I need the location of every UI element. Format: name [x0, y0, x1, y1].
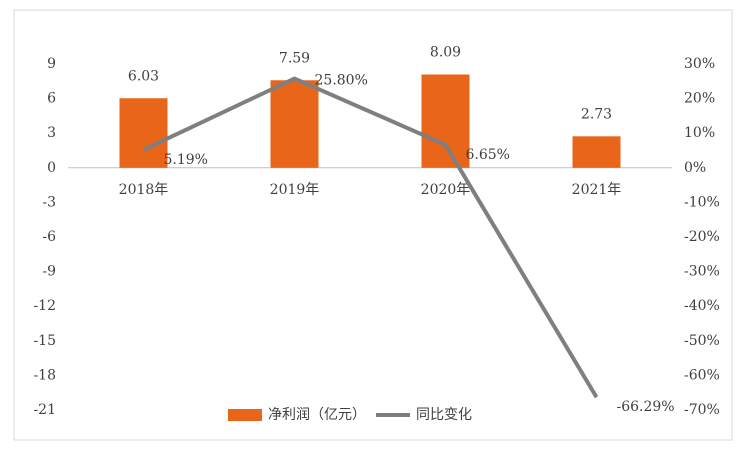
line-value-label: 6.65% — [466, 147, 510, 163]
x-tick-label: 2019年 — [270, 182, 320, 198]
y2-tick-label: 0% — [684, 160, 706, 176]
y2-tick-label: -10% — [684, 194, 720, 210]
bar — [421, 74, 470, 168]
legend-label: 同比变化 — [416, 407, 472, 423]
bar — [270, 80, 319, 168]
y-tick-label: 3 — [47, 125, 56, 141]
y-tick-label: -12 — [33, 298, 56, 314]
y2-tick-label: 10% — [684, 125, 715, 141]
y-tick-label: 0 — [47, 160, 56, 176]
bar-value-label: 7.59 — [279, 50, 310, 66]
y-tick-label: -9 — [42, 264, 56, 280]
y-tick-label: 6 — [47, 91, 56, 107]
x-tick-label: 2018年 — [119, 182, 169, 198]
y2-tick-label: 20% — [684, 91, 715, 107]
x-tick-label: 2021年 — [572, 182, 622, 198]
chart-border — [13, 9, 733, 441]
y2-tick-label: -60% — [684, 367, 720, 383]
y2-tick-label: -30% — [684, 264, 720, 280]
y2-tick-label: -70% — [684, 402, 720, 418]
legend-label: 净利润（亿元） — [268, 407, 366, 423]
line-value-label: -66.29% — [617, 399, 675, 415]
bar — [572, 136, 621, 168]
y-tick-label: -6 — [42, 229, 56, 245]
y2-tick-label: -50% — [684, 333, 720, 349]
y-tick-label: -21 — [33, 402, 56, 418]
y-tick-label: -3 — [42, 194, 56, 210]
y-tick-label: -18 — [33, 367, 56, 383]
y-tick-label: -15 — [33, 333, 56, 349]
bar — [119, 98, 168, 168]
y2-tick-label: -20% — [684, 229, 720, 245]
bar-value-label: 2.73 — [581, 106, 612, 122]
line-value-label: 25.80% — [315, 73, 368, 89]
y2-tick-label: -40% — [684, 298, 720, 314]
bar-value-label: 6.03 — [128, 68, 159, 84]
line-value-label: 5.19% — [164, 152, 208, 168]
line-series — [142, 76, 599, 399]
bar-value-label: 8.09 — [430, 44, 461, 60]
y-tick-label: 9 — [47, 56, 56, 72]
x-tick-label: 2020年 — [421, 182, 471, 198]
y2-tick-label: 30% — [684, 56, 715, 72]
legend-swatch — [228, 409, 262, 421]
